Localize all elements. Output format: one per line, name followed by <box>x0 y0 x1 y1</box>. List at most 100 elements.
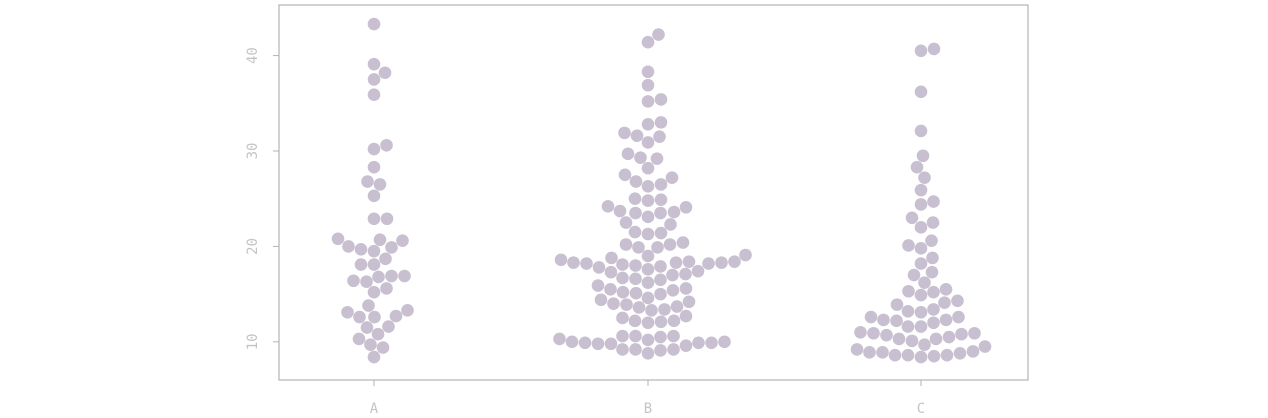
point-c <box>901 320 915 333</box>
point-b <box>670 300 684 313</box>
point-b <box>619 238 633 251</box>
point-a <box>373 233 387 247</box>
point-a <box>367 17 381 31</box>
point-b <box>594 293 608 307</box>
point-c <box>918 276 931 289</box>
point-a <box>396 234 409 247</box>
point-b <box>565 335 579 349</box>
point-b <box>607 297 620 310</box>
y-axis: 10 20 30 40 <box>245 47 279 350</box>
point-b <box>641 65 655 79</box>
point-c <box>914 85 928 99</box>
point-b <box>616 311 629 325</box>
point-c <box>905 334 919 348</box>
point-c <box>890 314 903 328</box>
point-c <box>926 216 940 229</box>
point-b <box>652 28 665 41</box>
point-a <box>347 274 360 288</box>
point-b <box>567 256 580 269</box>
point-c <box>927 349 941 363</box>
point-a <box>367 258 381 271</box>
point-a <box>354 258 368 271</box>
point-b <box>629 259 642 272</box>
point-a <box>380 212 394 226</box>
point-a <box>342 240 355 253</box>
point-a <box>367 160 381 174</box>
x-tick-label: C <box>917 401 925 417</box>
point-b <box>613 204 627 218</box>
point-b <box>705 336 718 350</box>
point-b <box>629 329 642 343</box>
point-b <box>667 314 681 328</box>
point-c <box>925 234 938 247</box>
point-b <box>641 95 655 108</box>
point-c <box>905 211 919 225</box>
point-c <box>914 242 928 255</box>
point-b <box>692 336 705 350</box>
point-a <box>378 66 392 80</box>
point-c <box>876 346 889 359</box>
point-b <box>629 206 642 220</box>
point-a <box>367 142 381 156</box>
point-a <box>389 309 403 323</box>
y-tick-label: 20 <box>245 238 261 255</box>
point-b <box>578 336 592 350</box>
point-c <box>901 348 915 362</box>
x-axis: A B C <box>370 380 925 417</box>
point-c <box>929 332 943 346</box>
point-b <box>604 283 617 296</box>
point-b <box>650 152 664 165</box>
point-a <box>367 212 381 226</box>
point-b <box>641 179 655 193</box>
point-c <box>850 343 864 356</box>
point-c <box>927 195 940 208</box>
point-b <box>641 35 655 49</box>
point-b <box>702 257 715 270</box>
point-b <box>654 287 667 301</box>
point-a <box>380 138 393 152</box>
point-b <box>553 332 566 346</box>
point-b <box>554 253 568 267</box>
point-b <box>592 261 606 274</box>
point-c <box>978 340 992 353</box>
point-b <box>616 285 630 299</box>
point-c <box>925 265 939 279</box>
point-a <box>341 305 354 319</box>
point-b <box>654 206 667 220</box>
point-c <box>890 298 904 311</box>
point-b <box>641 136 655 149</box>
point-b <box>679 200 693 214</box>
point-b <box>641 333 655 347</box>
point-b <box>728 255 741 268</box>
point-b <box>679 339 693 352</box>
point-c <box>902 239 915 252</box>
point-b <box>591 337 605 351</box>
point-b <box>641 78 655 92</box>
point-c <box>926 251 939 265</box>
point-b <box>634 151 647 164</box>
point-b <box>641 210 655 224</box>
point-b <box>629 175 643 188</box>
point-c <box>907 268 921 282</box>
point-c <box>953 346 967 360</box>
point-b <box>654 193 668 206</box>
point-c <box>939 283 953 296</box>
point-a <box>353 310 366 324</box>
point-b <box>632 301 646 314</box>
point-b <box>667 205 681 219</box>
point-b <box>601 200 615 213</box>
point-a <box>367 73 381 86</box>
point-b <box>679 282 693 295</box>
point-b <box>663 238 677 251</box>
point-b <box>619 216 633 229</box>
point-b <box>616 329 629 343</box>
point-b <box>630 129 644 143</box>
point-c <box>914 221 928 234</box>
point-b <box>665 171 679 185</box>
point-b <box>654 116 668 129</box>
point-a <box>331 232 345 246</box>
point-a <box>367 57 381 71</box>
point-b <box>669 256 683 269</box>
point-c <box>863 346 876 359</box>
